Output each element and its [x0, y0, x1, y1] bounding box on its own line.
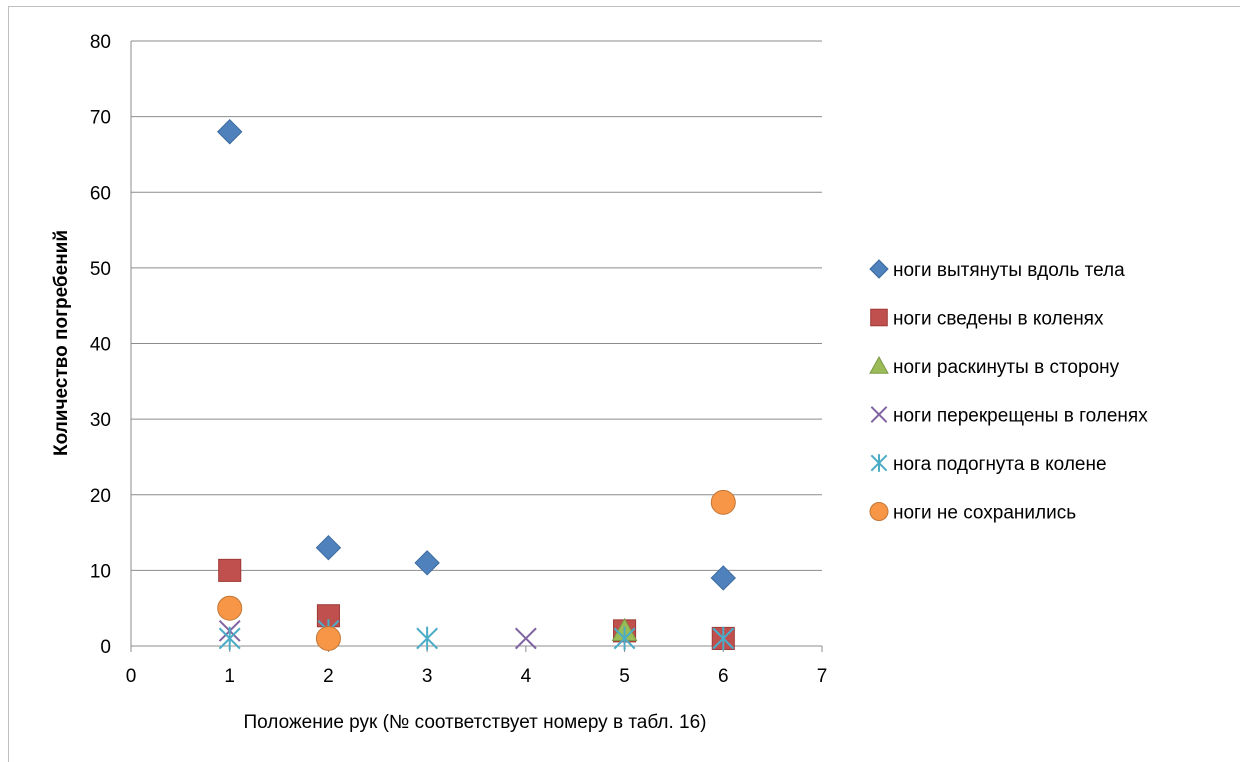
data-point-square — [218, 558, 242, 582]
legend-label: ноги перекрещены в голенях — [893, 406, 1148, 427]
series-square — [218, 558, 735, 650]
data-point-circle — [315, 625, 341, 651]
legend-marker-circle — [869, 502, 889, 521]
legend-item: ноги перекрещены в голенях — [870, 406, 1148, 427]
legend-label: ноги вытянуты вдоль тела — [893, 260, 1125, 281]
y-tick-label: 40 — [90, 335, 111, 356]
legend-marker-star — [870, 454, 888, 472]
legend-label: нога подогнута в колене — [893, 454, 1107, 475]
data-point-star — [218, 626, 241, 651]
data-point-diamond — [217, 119, 243, 145]
data-point-diamond — [710, 565, 736, 591]
data-points — [217, 119, 736, 651]
data-point-star — [613, 626, 636, 651]
legend-marker-diamond — [869, 259, 889, 279]
data-point-x — [514, 627, 537, 650]
legend-item: ноги не сохранились — [869, 502, 1076, 524]
data-point-star — [416, 626, 439, 651]
x-tick-label: 3 — [422, 666, 433, 687]
x-marker-stroke — [870, 406, 888, 423]
legend: ноги вытянуты вдоль тела ноги сведены в к… — [869, 259, 1148, 524]
series-x — [218, 619, 735, 650]
data-point-diamond — [414, 550, 440, 576]
legend-label: ноги сведены в коленях — [893, 309, 1104, 330]
x-axis-title: Положение рук (№ соответствует номеру в … — [243, 712, 706, 733]
y-tick-labels: 0 10 20 30 40 50 60 70 80 — [90, 32, 111, 658]
y-tick-label: 30 — [90, 410, 111, 431]
x-tick-label: 1 — [224, 666, 235, 687]
legend-item: ноги вытянуты вдоль тела — [869, 259, 1125, 281]
data-point-circle — [710, 489, 736, 515]
x-tick-label: 5 — [619, 666, 630, 687]
y-tick-label: 20 — [90, 486, 111, 507]
legend-marker-triangle — [869, 355, 889, 374]
legend-label: ноги раскинуты в сторону — [893, 357, 1120, 378]
x-marker-stroke — [514, 627, 537, 650]
data-point-star — [712, 626, 735, 651]
data-point-circle — [217, 595, 243, 621]
legend-label: ноги не сохранились — [893, 503, 1076, 524]
y-tick-label: 80 — [90, 32, 111, 53]
grid-lines — [131, 40, 822, 571]
legend-item: нога подогнута в колене — [870, 454, 1107, 475]
legend-marker-x — [870, 406, 888, 423]
x-tick-label: 2 — [323, 666, 334, 687]
legend-item: ноги сведены в коленях — [870, 308, 1104, 330]
chart-frame — [8, 6, 1240, 762]
y-tick-label: 10 — [90, 561, 111, 582]
x-tick-label: 4 — [521, 666, 532, 687]
x-tick-labels: 0 1 2 3 4 5 6 7 — [126, 666, 828, 687]
y-tick-label: 60 — [90, 183, 111, 204]
x-tick-label: 0 — [126, 666, 137, 687]
y-tick-label: 50 — [90, 259, 111, 280]
series-diamond — [217, 119, 736, 591]
legend-marker-square — [870, 308, 888, 327]
x-tick-label: 7 — [817, 666, 828, 687]
y-tick-label: 70 — [90, 108, 111, 129]
series-circle — [217, 489, 736, 651]
legend-item: ноги раскинуты в сторону — [869, 355, 1120, 378]
y-axis-title: Количество погребений — [51, 230, 72, 456]
data-point-diamond — [315, 534, 342, 561]
x-tick-label: 6 — [718, 666, 729, 687]
y-tick-label: 0 — [100, 637, 111, 658]
